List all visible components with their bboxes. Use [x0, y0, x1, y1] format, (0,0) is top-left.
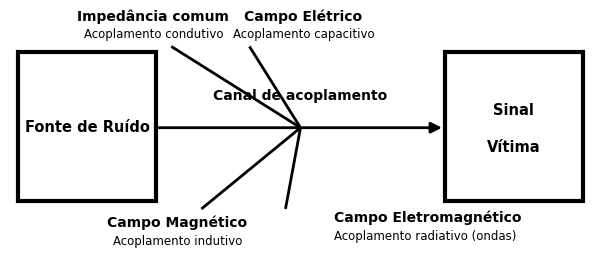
Text: Acoplamento indutivo: Acoplamento indutivo [112, 235, 242, 248]
Text: Campo Eletromagnético: Campo Eletromagnético [334, 211, 521, 225]
Bar [18, 52, 156, 201]
Text: Sinal: Sinal [493, 103, 534, 118]
Text: Acoplamento capacitivo: Acoplamento capacitivo [233, 28, 374, 41]
Text: Vítima: Vítima [487, 140, 541, 155]
Text: Canal de acoplamento: Canal de acoplamento [213, 89, 388, 103]
Text: Acoplamento radiativo (ondas): Acoplamento radiativo (ondas) [334, 230, 516, 243]
Text: Fonte de Ruído: Fonte de Ruído [25, 120, 150, 135]
Bar [445, 52, 583, 201]
Text: Impedância comum: Impedância comum [78, 10, 229, 24]
Text: Acoplamento condutivo: Acoplamento condutivo [84, 28, 223, 41]
Text: Campo Elétrico: Campo Elétrico [245, 10, 362, 24]
Text: Campo Magnético: Campo Magnético [107, 216, 248, 230]
